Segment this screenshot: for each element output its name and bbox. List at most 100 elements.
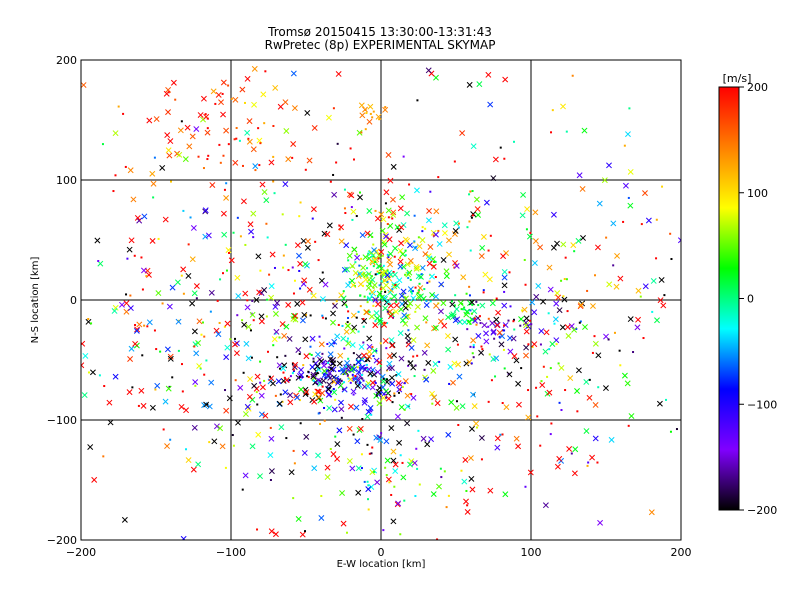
data-point-x xyxy=(315,388,322,395)
data-point-dot xyxy=(384,106,387,109)
data-point-dot xyxy=(382,377,385,380)
data-point-dot xyxy=(391,401,394,404)
data-point-dot xyxy=(380,280,383,283)
data-point-x xyxy=(371,247,378,254)
data-point-dot xyxy=(367,310,370,313)
data-point-dot xyxy=(137,404,140,407)
data-point-x xyxy=(330,360,337,367)
data-point-dot xyxy=(375,394,378,397)
data-point-dot xyxy=(418,483,421,486)
data-point-x xyxy=(555,294,562,301)
data-point-x xyxy=(404,210,411,217)
data-point-x xyxy=(353,404,360,411)
data-point-x xyxy=(478,349,485,356)
data-point-dot xyxy=(254,169,257,172)
data-point-x xyxy=(191,328,198,335)
data-point-x xyxy=(258,392,265,399)
data-point-x xyxy=(268,435,275,442)
data-point-dot xyxy=(470,312,473,315)
data-point-x xyxy=(464,508,471,515)
data-point-x xyxy=(223,407,230,414)
data-point-dot xyxy=(131,386,134,389)
data-point-x xyxy=(462,456,469,463)
data-point-dot xyxy=(180,120,183,123)
data-point-x xyxy=(345,282,352,289)
data-point-x xyxy=(473,196,480,203)
data-point-x xyxy=(390,448,397,455)
data-points xyxy=(81,65,681,540)
data-point-x xyxy=(656,400,663,407)
data-point-dot xyxy=(487,325,490,328)
data-point-dot xyxy=(478,315,481,318)
data-point-x xyxy=(267,452,274,459)
data-point-dot xyxy=(343,188,346,191)
data-point-dot xyxy=(482,289,485,292)
data-point-dot xyxy=(460,469,463,472)
data-point-dot xyxy=(490,379,493,382)
data-point-x xyxy=(634,324,641,331)
data-point-dot xyxy=(233,138,236,141)
data-point-x xyxy=(338,406,345,413)
data-point-dot xyxy=(312,379,315,382)
data-point-x xyxy=(259,181,266,188)
data-point-dot xyxy=(337,323,340,326)
data-point-dot xyxy=(340,416,343,419)
data-point-x xyxy=(376,400,383,407)
data-point-x xyxy=(498,341,505,348)
data-point-x xyxy=(196,363,203,369)
data-point-x xyxy=(624,380,631,387)
y-tick-label: −100 xyxy=(47,414,77,427)
data-point-x xyxy=(183,407,190,414)
data-point-dot xyxy=(473,317,476,320)
data-point-dot xyxy=(333,342,336,345)
data-point-dot xyxy=(391,217,394,220)
data-point-dot xyxy=(358,264,361,267)
data-point-dot xyxy=(623,144,626,147)
data-point-x xyxy=(445,314,452,321)
data-point-x xyxy=(327,351,334,358)
data-point-x xyxy=(397,330,404,337)
data-point-x xyxy=(436,483,442,490)
data-point-dot xyxy=(269,426,272,429)
data-point-dot xyxy=(315,373,318,376)
data-point-dot xyxy=(379,342,382,345)
data-point-x xyxy=(501,268,508,275)
data-point-x xyxy=(589,454,596,461)
data-point-x xyxy=(205,232,212,239)
data-point-dot xyxy=(612,264,615,267)
data-point-x xyxy=(259,384,266,391)
data-point-dot xyxy=(499,433,502,436)
data-point-x xyxy=(306,286,313,293)
data-point-x xyxy=(130,196,137,203)
data-point-dot xyxy=(414,364,417,367)
data-point-x xyxy=(429,291,436,298)
data-point-dot xyxy=(206,158,209,161)
data-point-x xyxy=(420,435,427,442)
data-point-dot xyxy=(524,283,527,286)
data-point-dot xyxy=(404,254,407,257)
data-point-dot xyxy=(162,428,165,431)
data-point-x xyxy=(438,308,444,315)
data-point-x xyxy=(590,303,596,309)
data-point-dot xyxy=(322,362,325,365)
data-point-x xyxy=(410,295,417,302)
data-point-x xyxy=(283,377,290,384)
data-point-x xyxy=(368,484,375,490)
data-point-dot xyxy=(347,316,350,319)
data-point-x xyxy=(190,225,197,231)
data-point-x xyxy=(415,265,422,272)
data-point-x xyxy=(315,377,322,384)
data-point-x xyxy=(311,398,318,405)
data-point-dot xyxy=(143,324,146,327)
data-point-dot xyxy=(399,533,402,536)
data-point-dot xyxy=(268,273,271,276)
data-point-dot xyxy=(418,282,421,285)
data-point-x xyxy=(331,389,338,396)
data-point-x xyxy=(180,535,187,540)
data-point-x xyxy=(260,91,267,98)
data-point-x xyxy=(384,457,391,464)
data-point-x xyxy=(245,323,252,330)
data-point-x xyxy=(220,111,226,118)
data-point-dot xyxy=(342,290,345,293)
data-point-dot xyxy=(366,368,369,371)
